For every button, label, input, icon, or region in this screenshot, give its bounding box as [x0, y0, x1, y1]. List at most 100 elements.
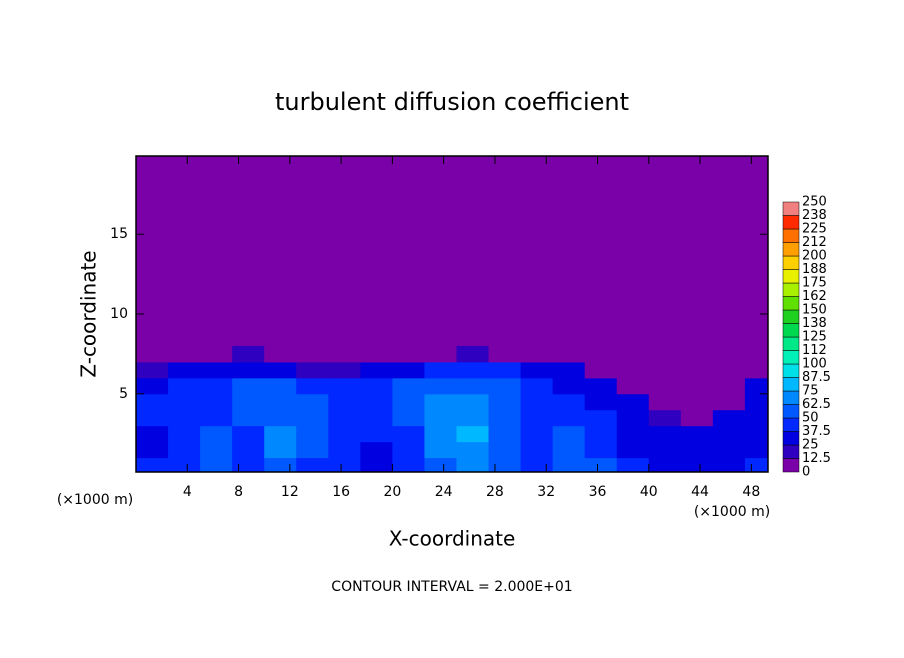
cell [520, 441, 554, 459]
colorbar-label: 50 [802, 411, 819, 426]
cell [136, 441, 169, 459]
cell [296, 345, 329, 363]
colorbar-label: 125 [802, 330, 827, 345]
cell [552, 393, 586, 411]
colorbar-swatch [782, 255, 800, 270]
annotation: CONTOUR INTERVAL = 2.000E+01 [331, 579, 572, 595]
cell [584, 345, 618, 363]
cell [456, 457, 490, 472]
cell [360, 457, 393, 472]
cell [328, 409, 361, 427]
cell [520, 425, 554, 443]
cell [168, 361, 201, 379]
cell [552, 361, 586, 379]
cell [328, 441, 361, 459]
cell [680, 393, 714, 411]
cell [424, 457, 457, 472]
cell [296, 377, 329, 395]
cell [424, 409, 457, 427]
cell [200, 425, 233, 443]
colorbar-swatch [782, 282, 800, 297]
cell [488, 393, 522, 411]
cell [392, 425, 425, 443]
cell [392, 441, 425, 459]
colorbar-swatch [782, 377, 800, 392]
cell [296, 361, 329, 379]
cell [168, 409, 201, 427]
colorbar-swatch [782, 215, 800, 230]
x-tick-label: 8 [234, 484, 243, 500]
cell [168, 425, 201, 443]
cell [616, 345, 650, 363]
cell [680, 457, 714, 472]
cell [232, 377, 265, 395]
cell [200, 441, 233, 459]
x-tick-label: 36 [589, 484, 607, 500]
cell [680, 377, 714, 395]
field [136, 345, 768, 472]
cell [136, 409, 169, 427]
cell [424, 361, 457, 379]
y-tick-label: 5 [119, 386, 128, 402]
colorbar-swatch [782, 431, 800, 446]
cell [232, 409, 265, 427]
cell [744, 441, 768, 459]
cell [712, 377, 746, 395]
colorbar-label: 225 [802, 222, 827, 237]
cell [488, 409, 522, 427]
cell [680, 345, 714, 363]
cell [488, 361, 522, 379]
colorbar-swatch [782, 363, 800, 378]
cell [136, 361, 169, 379]
cell [392, 457, 425, 472]
cell [584, 393, 618, 411]
cell [232, 441, 265, 459]
cell [520, 361, 554, 379]
colorbar-label: 62.5 [802, 397, 831, 412]
cell [552, 441, 586, 459]
x-tick-label: 32 [537, 484, 555, 500]
colorbar-label: 200 [802, 249, 827, 264]
cell [200, 393, 233, 411]
cell [680, 409, 714, 427]
colorbar-swatch [782, 296, 800, 311]
cell [648, 377, 682, 395]
colorbar-swatch [782, 269, 800, 284]
cell [168, 345, 201, 363]
x-tick-label: 24 [435, 484, 453, 500]
cell [200, 377, 233, 395]
cell [712, 409, 746, 427]
colorbar-label: 212 [802, 235, 827, 250]
cell [328, 377, 361, 395]
cell [648, 425, 682, 443]
cell [744, 457, 768, 472]
cell [360, 345, 393, 363]
cell [648, 393, 682, 411]
unit-label: (×1000 m) [694, 504, 770, 520]
cell [168, 441, 201, 459]
cell [424, 393, 457, 411]
colorbar-swatch [782, 404, 800, 419]
cell [616, 441, 650, 459]
cell [200, 457, 233, 472]
cell [296, 425, 329, 443]
colorbar-label: 0 [802, 465, 810, 480]
cell [264, 425, 297, 443]
cell [488, 377, 522, 395]
cell [200, 361, 233, 379]
colorbar-label: 37.5 [802, 424, 831, 439]
x-axis-label: X-coordinate [389, 527, 516, 551]
cell [392, 377, 425, 395]
cell [744, 345, 768, 363]
cell [712, 441, 746, 459]
colorbar-label: 25 [802, 438, 819, 453]
cell [584, 361, 618, 379]
cell [456, 377, 490, 395]
cell [264, 409, 297, 427]
cell [136, 457, 169, 472]
cell [584, 377, 618, 395]
cell [648, 361, 682, 379]
cell [328, 425, 361, 443]
cell [232, 425, 265, 443]
